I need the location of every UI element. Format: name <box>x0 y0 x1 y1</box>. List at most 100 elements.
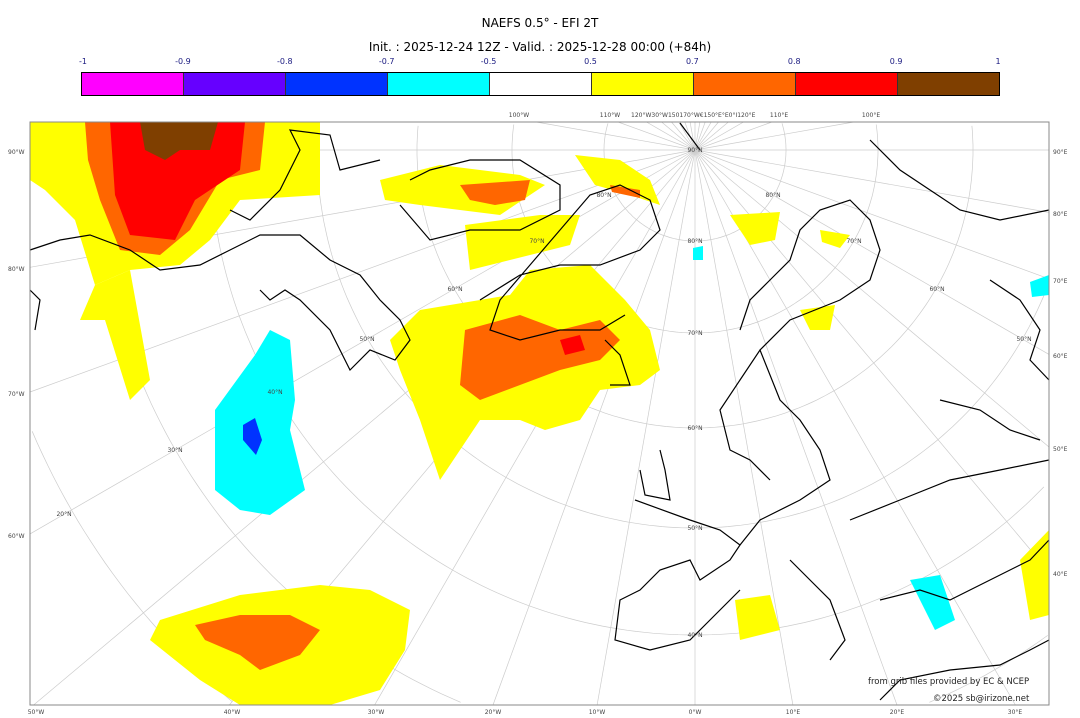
meridian-line <box>694 121 744 151</box>
coastline <box>939 399 1041 441</box>
coordinate-label: 20°W <box>485 709 502 716</box>
latitude-line <box>603 123 695 242</box>
graticule <box>29 121 1050 706</box>
coastline <box>989 279 1050 381</box>
colorbar-tick: -0.8 <box>276 57 293 66</box>
colorbar-bin <box>898 73 999 95</box>
meridian-line <box>661 121 696 151</box>
colorbar-tick: 0.9 <box>889 57 903 66</box>
latitude-line <box>695 125 974 429</box>
map-subtitle: Init. : 2025-12-24 12Z - Valid. : 2025-1… <box>368 40 712 54</box>
coastline <box>879 539 1050 601</box>
colorbar-bin <box>82 73 184 95</box>
meridian-line <box>33 149 696 706</box>
coastline <box>739 199 881 351</box>
coordinate-label: 70°N <box>687 330 702 337</box>
coordinate-label: 60°N <box>687 425 702 432</box>
map-title: NAEFS 0.5° - EFI 2T <box>481 16 599 30</box>
coastline <box>604 339 631 386</box>
efi-region <box>735 595 780 640</box>
coastlines <box>29 122 1050 701</box>
coordinate-label: 50°E <box>1053 446 1068 453</box>
meridian-line <box>694 149 1050 448</box>
coastline <box>479 184 661 341</box>
colorbar-tick: -0.7 <box>378 57 395 66</box>
efi-region <box>1030 275 1049 297</box>
colorbar-bin <box>796 73 898 95</box>
meridian-line <box>694 149 1050 573</box>
colorbar-tick: 0.8 <box>787 57 801 66</box>
latitude-line <box>209 124 696 636</box>
coordinate-label: 80°E <box>1053 211 1068 218</box>
latitude-line <box>695 123 787 242</box>
source-credit: from grib files provided by EC & NCEP <box>868 677 1030 687</box>
coordinate-label: 40°N <box>687 632 702 639</box>
efi-region <box>610 185 640 198</box>
efi-region <box>693 246 703 260</box>
coastline <box>869 139 1050 221</box>
coordinate-label: 10°E <box>786 709 801 716</box>
meridian-line <box>694 149 1050 355</box>
coordinate-label: 10°W <box>589 709 606 716</box>
meridian-line <box>694 149 898 706</box>
colorbar-tick: -0.9 <box>175 57 191 66</box>
copyright: ©2025 sb@irizone.net <box>933 694 1030 704</box>
coordinate-label: 40°N <box>267 389 282 396</box>
latitude-line <box>929 635 1048 703</box>
efi-region <box>820 230 850 248</box>
coordinate-label: 40°W <box>224 709 241 716</box>
efi-region <box>460 180 530 205</box>
efi-region <box>1020 530 1049 620</box>
meridian-line <box>694 121 854 151</box>
efi-fields <box>30 122 1049 705</box>
coordinate-label: 50°W <box>28 709 45 716</box>
efi-region <box>140 122 218 160</box>
efi-region <box>800 305 835 330</box>
coordinate-label: 50°N <box>359 336 374 343</box>
meridian-line <box>596 149 696 706</box>
latitude-line <box>694 285 1049 529</box>
meridian-line <box>671 121 696 151</box>
coordinate-label: 110°E <box>770 112 788 119</box>
coordinate-label: 70°E <box>1053 278 1068 285</box>
coastline <box>29 289 41 331</box>
colorbar <box>81 72 1000 96</box>
efi-region <box>80 270 150 400</box>
coordinate-label: 80°W <box>8 266 25 273</box>
coordinate-label: 60°W <box>8 533 25 540</box>
coordinate-label: 90°E <box>1053 149 1068 156</box>
coordinate-label: 70°W <box>8 391 25 398</box>
efi-region <box>560 335 585 355</box>
coordinate-label: 20°E <box>890 709 905 716</box>
coordinate-label: 80°N <box>687 238 702 245</box>
meridian-line <box>694 121 773 151</box>
coordinate-label: 50°N <box>1016 336 1031 343</box>
colorbar-bin <box>184 73 286 95</box>
colorbar-tick: 0.5 <box>584 57 597 66</box>
efi-region <box>243 418 262 455</box>
coordinate-label: 120°W30°W150170°W€150°E°E0°I120°E <box>631 112 756 119</box>
latitude-line <box>695 124 879 334</box>
coordinate-label: 100°W <box>509 112 529 119</box>
coordinate-label: 40°E <box>1053 571 1068 578</box>
meridian-line <box>617 121 696 151</box>
coordinate-label: 60°E <box>1053 353 1068 360</box>
meridian-line <box>646 121 696 151</box>
coastline <box>719 348 831 546</box>
coastline <box>229 129 381 221</box>
coordinate-label: 80°N <box>765 192 780 199</box>
coordinate-label: 110°W <box>600 112 620 119</box>
coastline <box>789 559 846 661</box>
coastline <box>29 234 411 372</box>
coastline <box>849 459 1050 521</box>
efi-region <box>195 615 320 670</box>
coordinate-label: 60°N <box>929 286 944 293</box>
meridian-line <box>374 149 696 706</box>
coordinate-label: 70°N <box>529 238 544 245</box>
colorbar-tick: 0.7 <box>685 57 699 66</box>
coordinate-label: 90°W <box>8 149 25 156</box>
colorbar-bin <box>388 73 490 95</box>
map-frame <box>29 121 1050 706</box>
coastline <box>879 639 1050 701</box>
